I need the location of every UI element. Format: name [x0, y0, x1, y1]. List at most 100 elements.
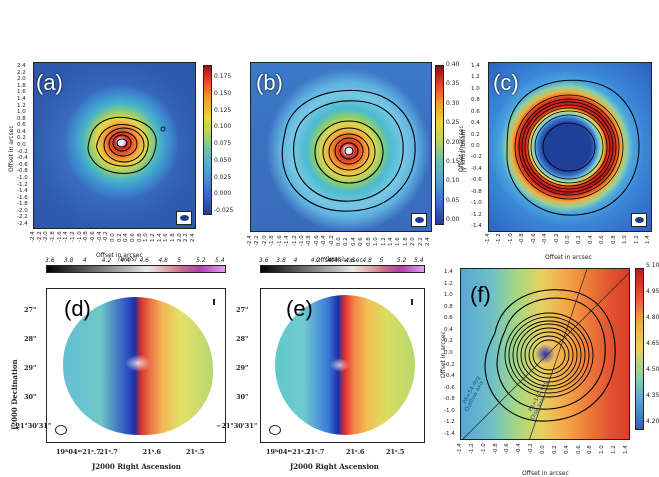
dec-tick-label: −21°30'31" [216, 422, 258, 430]
panel-c-label: (c) [493, 70, 519, 95]
x-tick-label: -0.2 [103, 231, 110, 242]
dec-tick-label: 30" [24, 393, 37, 401]
velocity-tick-label: 4.8 [362, 257, 372, 264]
x-tick-label: -0.8 [306, 235, 313, 246]
y-tick-label: -1.4 [444, 431, 455, 437]
panel-a-xlabel: Offset in arcsec [96, 252, 143, 259]
colorbar-tick-label: 0.150 [214, 89, 232, 97]
x-tick-label: -1.2 [70, 231, 76, 242]
x-tick-label: -0.2 [328, 235, 335, 246]
panel-f-colorbar [635, 268, 644, 430]
ra-tick-label: 21ˢ.7 [99, 448, 118, 456]
y-tick-label: 2.0 [17, 76, 26, 83]
y-tick-label: 1.2 [17, 102, 26, 109]
velocity-tick-label: 5 [379, 257, 384, 264]
y-tick-label: -0.6 [444, 384, 455, 391]
ra-tick-label: 21ˢ.6 [142, 448, 162, 456]
panel-d-ra-label: J2000 Right Ascension [92, 462, 181, 471]
panel-d-frame [46, 288, 226, 443]
x-tick-label: 0.4 [123, 233, 130, 242]
y-tick-label: -2.2 [17, 214, 28, 221]
y-tick-label: 0.2 [17, 135, 26, 142]
y-tick-label: -2.4 [17, 221, 28, 227]
x-tick-label: -1.0 [76, 231, 83, 242]
velocity-tick-label: 4.4 [120, 257, 131, 264]
y-tick-label: 1.8 [17, 82, 26, 89]
panel-a-contours [87, 116, 166, 174]
panel-d-scale-mark [213, 299, 215, 305]
colorbar-tick-label: 0.15 [446, 157, 460, 165]
x-tick-label: -1.4 [457, 443, 463, 454]
velocity-tick-label: 4.2 [310, 257, 321, 264]
x-tick-label: 1.4 [156, 233, 163, 242]
y-tick-label: 1.6 [17, 89, 26, 96]
velocity-tick-label: 5.4 [215, 257, 225, 264]
x-tick-label: 2.0 [176, 233, 183, 242]
colorbar-tick-label: 0.000 [214, 190, 232, 198]
y-tick-label: -0.6 [471, 177, 482, 184]
velocity-tick-label: 4 [293, 257, 298, 264]
x-tick-label: -1.8 [269, 235, 276, 246]
panel-e-beam-ellipse [269, 425, 281, 435]
x-tick-label: 1.2 [633, 235, 640, 244]
x-tick-label: -1.0 [507, 233, 514, 244]
colorbar-tick-label: 4.80 [646, 314, 659, 321]
x-tick-label: -2.2 [36, 231, 43, 242]
y-tick-label: -1.0 [17, 174, 28, 181]
x-tick-label: -0.6 [313, 235, 320, 246]
x-tick-label: -0.4 [542, 233, 549, 244]
y-tick-label: 0.4 [17, 128, 26, 135]
x-tick-label: -1.0 [298, 235, 305, 246]
x-tick-label: 0.6 [130, 233, 136, 242]
colorbar-tick-label: 0.075 [214, 140, 232, 147]
y-tick-label: 1.0 [444, 292, 453, 299]
x-tick-label: 0.8 [610, 235, 617, 244]
colorbar-tick-label: 0.025 [214, 173, 232, 181]
y-tick-label: -0.8 [17, 168, 28, 175]
velocity-tick-label: 4.2 [101, 257, 112, 264]
colorbar-tick-label: 0.125 [214, 106, 232, 114]
x-tick-label: 1.6 [395, 237, 402, 246]
y-tick-label: 1.0 [17, 109, 26, 116]
panel-a: (a) 2.4 2.2 2.0 1.8 1.6 1.4 1.2 1.0 0.8 0.6 0.4 0.2… [0, 0, 233, 260]
y-tick-label: -0.4 [17, 155, 28, 162]
colorbar-tick-label: 0.20 [446, 138, 460, 146]
y-tick-label: 1.2 [444, 280, 453, 287]
ra-tick-label: 19ʰ04ᵐ21ˢ.7 [266, 448, 311, 456]
velocity-tick-label: 4.8 [158, 257, 168, 264]
y-tick-label: 0.4 [471, 120, 480, 127]
y-tick-label: 0.4 [444, 326, 453, 333]
y-tick-label: 1.2 [471, 74, 480, 81]
x-tick-label: 0.4 [587, 235, 594, 244]
panel-d: (d) 27" 28" 29" 30" −21°30'31" 19ʰ04ᵐ21ˢ.7 21… [0, 280, 230, 477]
y-tick-label: 0.0 [17, 142, 26, 148]
y-tick-label: -1.4 [471, 223, 482, 229]
y-tick-label: -0.2 [471, 154, 482, 161]
panel-c-xlabel: Offset in arcsec [545, 254, 592, 261]
x-tick-label: -1.6 [56, 231, 63, 242]
dec-tick-label: −21°30'31" [10, 422, 52, 430]
x-tick-label: -0.6 [530, 233, 537, 244]
panel-a-colorbar [203, 65, 212, 215]
x-tick-label: 0.2 [576, 235, 583, 244]
panel-b-map [250, 62, 432, 232]
x-tick-label: 0.8 [365, 237, 372, 246]
x-tick-label: -0.8 [519, 233, 526, 244]
x-tick-label: -1.2 [496, 233, 503, 244]
panel-e-scale-mark [411, 299, 413, 305]
colorbar-tick-label: 0.100 [214, 123, 232, 131]
x-tick-label: -0.4 [321, 235, 328, 246]
colorbar-tick-label: 0.175 [214, 73, 232, 80]
panel-e-ra-label: J2000 Right Ascension [290, 462, 379, 471]
x-tick-label: 1.2 [611, 445, 618, 454]
x-tick-label: -0.4 [516, 443, 523, 454]
x-tick-label: -2.4 [30, 231, 36, 242]
dec-tick-label: 28" [236, 335, 249, 343]
velocity-colorbar-e [260, 265, 425, 273]
x-tick-label: 0.0 [336, 237, 342, 246]
colorbar-tick-label: 4.50 [646, 366, 659, 373]
x-tick-label: 2.4 [190, 233, 196, 242]
ra-tick-label: 21ˢ.6 [346, 448, 365, 456]
panel-b: (b) 2.4 2.2 2.0 1.8 1.6 1.4 1.2 1.0 0.8 0.6 0.4 0.2… [230, 0, 467, 264]
y-tick-label: -1.0 [471, 200, 482, 207]
